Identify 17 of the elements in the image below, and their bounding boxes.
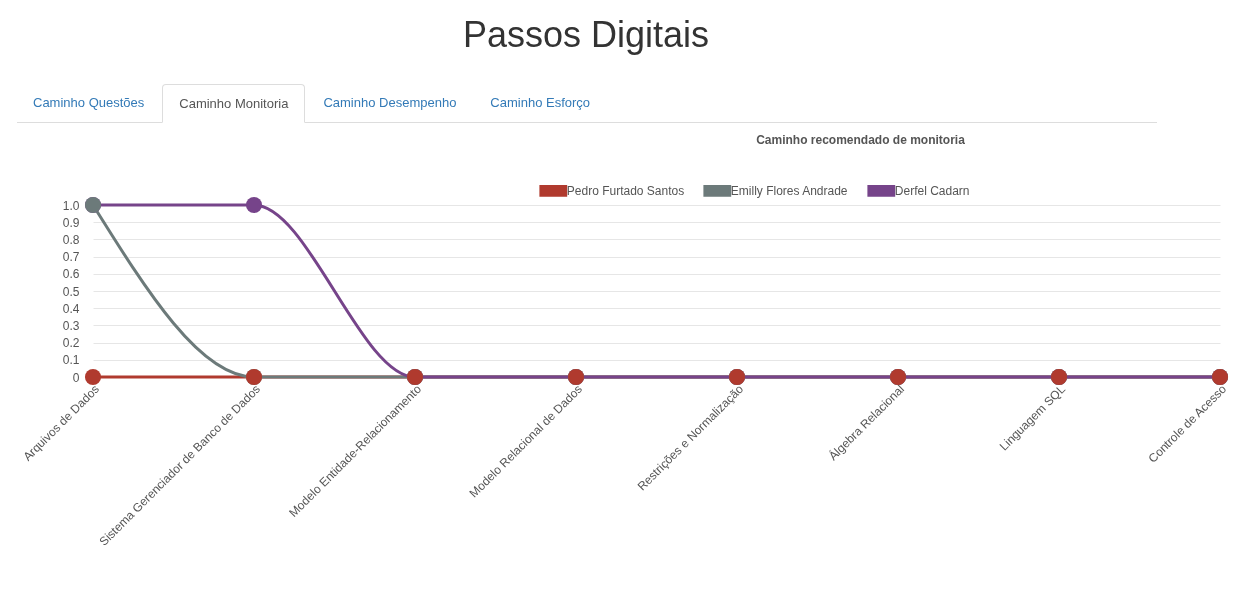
chart-subtitle: Caminho recomendado de monitoria (756, 133, 966, 147)
legend-label: Pedro Furtado Santos (566, 183, 685, 198)
chart-title: Passos Digitais (461, 14, 711, 56)
legend-label: Emilly Flores Andrade (730, 183, 848, 198)
y-tick-label: 0.6 (62, 267, 80, 282)
y-tick-label: 0.9 (62, 215, 80, 230)
y-tick-label: 0 (72, 370, 80, 385)
tab-bar: Caminho Questões Caminho Monitoria Caminho Desempenho Caminho Esforço (17, 84, 1157, 123)
y-tick-label: 0.8 (62, 232, 80, 247)
y-tick-label: 0.4 (62, 301, 80, 316)
y-tick-label: 0.2 (62, 336, 80, 351)
y-tick-label: 0.7 (62, 250, 80, 265)
y-tick-label: 0.3 (62, 318, 80, 333)
y-tick-label: 0.1 (62, 353, 80, 368)
legend-label: Derfel Cadarn (894, 183, 970, 198)
y-tick-label: 1.0 (62, 198, 80, 213)
y-tick-label: 0.5 (62, 284, 80, 299)
